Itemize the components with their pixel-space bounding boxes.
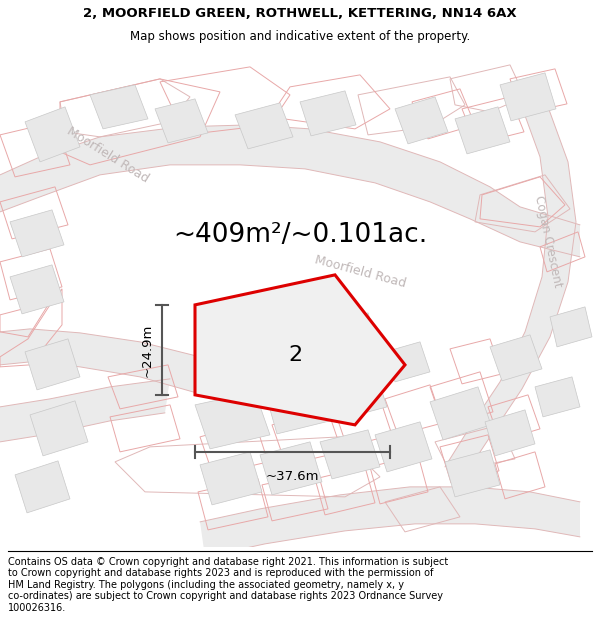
Text: Moorfield Road: Moorfield Road — [313, 253, 407, 291]
Text: ~37.6m: ~37.6m — [266, 470, 319, 483]
Polygon shape — [10, 265, 64, 314]
Polygon shape — [445, 102, 576, 475]
Polygon shape — [445, 450, 500, 497]
Polygon shape — [200, 487, 580, 557]
Polygon shape — [0, 329, 250, 410]
Polygon shape — [265, 379, 330, 434]
Polygon shape — [25, 107, 80, 162]
Polygon shape — [230, 305, 300, 363]
Polygon shape — [395, 97, 448, 144]
Text: Cogan Crescent: Cogan Crescent — [532, 195, 564, 289]
Polygon shape — [320, 430, 380, 479]
Text: ~409m²/~0.101ac.: ~409m²/~0.101ac. — [173, 222, 427, 248]
Polygon shape — [90, 85, 148, 129]
Polygon shape — [235, 103, 293, 149]
Polygon shape — [15, 461, 70, 513]
Polygon shape — [385, 342, 430, 382]
Polygon shape — [260, 442, 322, 495]
Polygon shape — [30, 401, 88, 456]
Text: 100026316.: 100026316. — [8, 603, 66, 613]
Text: HM Land Registry. The polygons (including the associated geometry, namely x, y: HM Land Registry. The polygons (includin… — [8, 580, 404, 590]
Polygon shape — [535, 377, 580, 417]
Text: to Crown copyright and database rights 2023 and is reproduced with the permissio: to Crown copyright and database rights 2… — [8, 568, 433, 578]
Polygon shape — [195, 392, 270, 449]
Polygon shape — [0, 379, 170, 442]
Text: co-ordinates) are subject to Crown copyright and database rights 2023 Ordnance S: co-ordinates) are subject to Crown copyr… — [8, 591, 443, 601]
Text: Moorfield Road: Moorfield Road — [65, 124, 151, 185]
Polygon shape — [330, 370, 387, 419]
Text: 2: 2 — [288, 345, 302, 365]
Polygon shape — [485, 410, 535, 456]
Polygon shape — [455, 107, 510, 154]
Text: Contains OS data © Crown copyright and database right 2021. This information is : Contains OS data © Crown copyright and d… — [8, 557, 448, 567]
Polygon shape — [550, 307, 592, 347]
Polygon shape — [315, 313, 382, 371]
Polygon shape — [10, 210, 64, 257]
Text: ~24.9m: ~24.9m — [141, 323, 154, 376]
Polygon shape — [430, 387, 491, 440]
Text: 2, MOORFIELD GREEN, ROTHWELL, KETTERING, NN14 6AX: 2, MOORFIELD GREEN, ROTHWELL, KETTERING,… — [83, 7, 517, 19]
Polygon shape — [200, 452, 262, 505]
Polygon shape — [500, 73, 556, 121]
Polygon shape — [300, 91, 356, 136]
Polygon shape — [195, 275, 405, 425]
Polygon shape — [490, 335, 542, 381]
Polygon shape — [0, 125, 580, 257]
Polygon shape — [25, 339, 80, 390]
Polygon shape — [375, 422, 432, 472]
Text: Map shows position and indicative extent of the property.: Map shows position and indicative extent… — [130, 30, 470, 43]
Polygon shape — [155, 99, 208, 143]
